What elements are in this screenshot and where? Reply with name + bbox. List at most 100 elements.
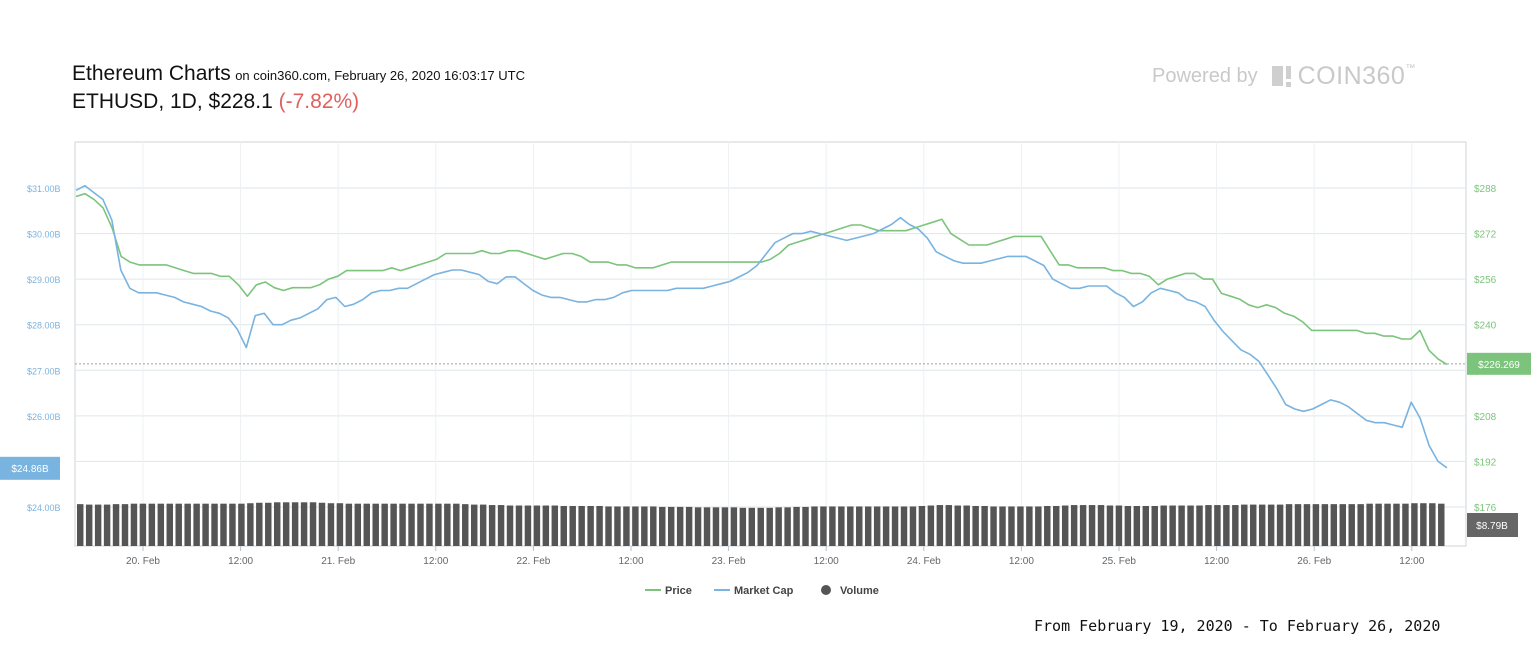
volume-bar xyxy=(909,506,917,546)
volume-bar xyxy=(130,503,138,546)
volume-bar xyxy=(873,506,881,546)
legend-label: Volume xyxy=(840,585,879,597)
price-change-text: (-7.82%) xyxy=(278,90,360,113)
volume-bar xyxy=(954,505,961,546)
volume-bar xyxy=(300,502,308,546)
volume-bar xyxy=(882,506,890,546)
volume-bar xyxy=(891,506,899,546)
volume-bar xyxy=(596,505,603,546)
volume-bar xyxy=(551,505,559,546)
volume-bar xyxy=(85,504,93,546)
volume-bar xyxy=(1017,506,1024,546)
right-axis-tick: $240 xyxy=(1474,321,1497,332)
volume-bar xyxy=(94,504,102,546)
legend-item-market-cap[interactable]: Market Cap xyxy=(714,585,794,597)
volume-bar xyxy=(1133,505,1141,546)
right-axis-tick: $176 xyxy=(1474,503,1497,514)
legend-item-volume[interactable]: Volume xyxy=(821,585,879,597)
chart-grid xyxy=(74,141,1467,547)
current-price-label: $226.269 xyxy=(1478,360,1520,371)
volume-bar xyxy=(1070,505,1078,546)
volume-bar xyxy=(632,506,639,546)
volume-bar xyxy=(1285,504,1293,546)
coin360-logo-icon xyxy=(1271,65,1296,88)
left-axis-tick: $31.00B xyxy=(27,184,61,194)
volume-bar xyxy=(1250,504,1257,546)
x-axis-label: 12:00 xyxy=(423,556,448,567)
volume-bar xyxy=(1187,505,1194,546)
volume-bar xyxy=(659,506,666,546)
volume-bar xyxy=(1339,504,1346,546)
volume-bar xyxy=(820,506,827,546)
volume-bar xyxy=(605,506,612,546)
powered-by-text: Powered by xyxy=(1152,65,1258,87)
volume-bar xyxy=(1044,505,1051,546)
chart-axes: $31.00B $288 $30.00B $272 $29.00B $256 $28.00B… xyxy=(0,184,1531,567)
chart-legend[interactable]: Price Market Cap Volume xyxy=(645,585,879,597)
right-axis-tick: $208 xyxy=(1474,412,1497,423)
volume-bar xyxy=(936,505,944,546)
volume-bar xyxy=(1088,505,1096,546)
right-axis-tick: $272 xyxy=(1474,230,1497,241)
volume-bar xyxy=(1008,506,1015,546)
volume-bar xyxy=(435,503,442,546)
current-volume-badge xyxy=(1467,513,1518,537)
volume-bar xyxy=(1267,504,1275,546)
volume-bar xyxy=(847,506,854,546)
volume-bar xyxy=(730,507,738,546)
volume-bar xyxy=(945,505,953,546)
volume-bar xyxy=(354,503,362,546)
line-series xyxy=(75,184,1448,469)
left-axis-tick: $30.00B xyxy=(27,230,61,240)
volume-bar xyxy=(417,503,424,546)
volume-bar xyxy=(1160,505,1167,546)
volume-bar xyxy=(1241,504,1248,546)
x-axis-label: 12:00 xyxy=(1009,556,1034,567)
pair-price-text: ETHUSD, 1D, $228.1 xyxy=(72,90,273,113)
volume-bar xyxy=(372,503,379,546)
volume-bar xyxy=(256,502,263,546)
volume-bar xyxy=(282,502,290,546)
volume-bar xyxy=(533,505,541,546)
volume-bar xyxy=(1420,503,1427,546)
legend-item-price[interactable]: Price xyxy=(645,585,692,597)
volume-bar xyxy=(1312,504,1320,546)
volume-bar xyxy=(148,503,156,546)
volume-bar xyxy=(676,506,684,546)
volume-bar xyxy=(1169,505,1176,546)
volume-bar xyxy=(614,506,621,546)
volume-bar xyxy=(1303,504,1311,546)
volume-bar xyxy=(1258,504,1266,546)
powered-by-brand[interactable]: Powered by COIN360 ™ xyxy=(1152,62,1415,91)
volume-bar xyxy=(918,505,926,546)
x-axis-label: 12:00 xyxy=(814,556,839,567)
current-price-badge xyxy=(1467,352,1531,375)
volume-bar xyxy=(479,504,487,546)
volume-bar xyxy=(703,507,711,546)
volume-bar xyxy=(444,503,451,546)
volume-bar xyxy=(497,505,505,546)
volume-bar xyxy=(247,503,254,546)
volume-bar xyxy=(121,504,129,546)
volume-bar xyxy=(990,506,997,546)
volume-bar xyxy=(1330,504,1338,546)
volume-series xyxy=(77,502,1445,546)
date-range-text: From February 19, 2020 - To February 26,… xyxy=(1034,617,1441,635)
volume-bar xyxy=(1026,506,1033,546)
volume-bar xyxy=(838,506,845,546)
volume-bar xyxy=(1115,505,1123,546)
x-axis-label: 20. Feb xyxy=(126,556,160,567)
volume-bar xyxy=(1393,503,1400,546)
x-axis-label: 21. Feb xyxy=(321,556,355,567)
volume-bar xyxy=(963,505,970,546)
current-volume-label: $8.79B xyxy=(1476,521,1508,532)
volume-bar xyxy=(1429,503,1436,546)
volume-bar xyxy=(1321,504,1329,546)
chart-title: Ethereum Charts on coin360.com, February… xyxy=(72,62,525,86)
volume-bar xyxy=(1384,503,1391,546)
volume-bar xyxy=(712,507,720,546)
left-axis-tick: $24.00B xyxy=(27,503,61,513)
volume-bar xyxy=(1357,504,1364,546)
volume-bar xyxy=(1053,505,1060,546)
